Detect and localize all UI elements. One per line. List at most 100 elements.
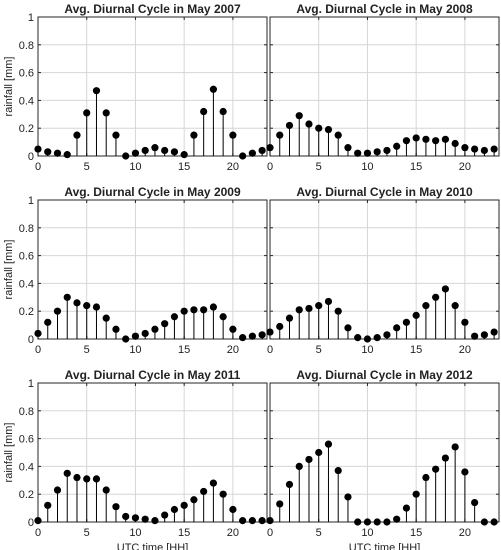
data-point bbox=[112, 503, 120, 511]
data-point bbox=[112, 325, 120, 333]
data-point bbox=[480, 518, 488, 526]
data-point bbox=[180, 501, 188, 509]
data-point bbox=[92, 475, 101, 483]
panel-title: Avg. Diurnal Cycle in May 2008 bbox=[296, 2, 473, 16]
data-point bbox=[354, 334, 362, 342]
data-point bbox=[266, 144, 274, 152]
x-tick-label: 5 bbox=[84, 344, 90, 356]
panel-title: Avg. Diurnal Cycle in May 2010 bbox=[296, 185, 473, 199]
data-point bbox=[92, 87, 101, 95]
data-point bbox=[354, 149, 362, 157]
panel-1: 0 5 10 15 20 0 0.2 0.4 0.6 0.8 1 Avg. Diurnal Cycle… bbox=[3, 2, 268, 173]
data-point bbox=[422, 302, 430, 310]
y-tick-label: 0.2 bbox=[19, 306, 34, 318]
x-tick-label: 10 bbox=[361, 161, 373, 173]
data-point bbox=[432, 137, 440, 145]
data-point bbox=[344, 324, 352, 332]
data-point bbox=[363, 518, 372, 526]
data-point bbox=[44, 318, 52, 326]
data-point bbox=[92, 303, 101, 311]
data-point bbox=[266, 517, 274, 525]
data-point bbox=[363, 335, 372, 343]
data-point bbox=[131, 332, 140, 340]
data-point bbox=[324, 125, 333, 134]
x-axis-label: UTC time [HH] bbox=[349, 542, 421, 550]
y-tick-label: 0.2 bbox=[19, 123, 34, 135]
y-tick-label: 0.8 bbox=[19, 223, 34, 235]
data-point bbox=[471, 498, 479, 507]
data-point bbox=[170, 505, 179, 514]
data-point bbox=[248, 517, 256, 525]
data-point bbox=[276, 500, 284, 508]
panel-3: 0 5 10 15 20 0 0.2 0.4 0.6 0.8 1 Avg. Diurnal Cycle… bbox=[3, 185, 268, 356]
data-point bbox=[122, 335, 130, 343]
data-point bbox=[258, 517, 266, 525]
data-point bbox=[209, 85, 218, 93]
data-point bbox=[248, 332, 256, 340]
data-point bbox=[393, 142, 401, 150]
data-point bbox=[190, 131, 198, 139]
x-tick-label: 20 bbox=[227, 527, 239, 539]
data-point bbox=[480, 331, 488, 339]
y-tick-label: 1 bbox=[28, 195, 34, 207]
panel-title: Avg. Diurnal Cycle in May 2007 bbox=[64, 2, 241, 16]
data-point bbox=[441, 454, 450, 462]
data-point bbox=[151, 144, 159, 152]
data-point bbox=[490, 328, 498, 336]
data-point bbox=[258, 331, 266, 339]
data-point bbox=[161, 146, 169, 155]
panel-4: 0 5 10 15 20 Avg. Diurnal Cycle in May 2010 bbox=[266, 185, 500, 356]
data-point bbox=[180, 307, 188, 315]
data-point bbox=[402, 504, 411, 512]
y-axis-label: rainfall [mm] bbox=[3, 423, 15, 483]
data-point bbox=[315, 448, 323, 457]
data-point bbox=[295, 462, 303, 470]
x-tick-label: 5 bbox=[84, 527, 90, 539]
data-point bbox=[248, 149, 256, 157]
data-point bbox=[480, 146, 488, 155]
data-point bbox=[200, 107, 208, 116]
data-point bbox=[295, 112, 303, 120]
data-point bbox=[324, 297, 333, 306]
data-point bbox=[102, 314, 110, 322]
data-point bbox=[422, 473, 430, 482]
data-point bbox=[53, 307, 62, 315]
panel-5: 0 5 10 15 20 0 0.2 0.4 0.6 0.8 1 Avg. Diurnal Cycle… bbox=[3, 368, 268, 550]
y-tick-label: 0.4 bbox=[19, 95, 34, 107]
y-tick-label: 0.4 bbox=[19, 278, 34, 290]
x-tick-label: 5 bbox=[84, 161, 90, 173]
data-point bbox=[239, 517, 247, 525]
x-tick-label: 20 bbox=[459, 161, 471, 173]
data-point bbox=[344, 493, 352, 501]
data-point bbox=[393, 515, 401, 523]
data-point bbox=[354, 518, 362, 526]
data-point bbox=[373, 148, 381, 156]
data-point bbox=[402, 318, 411, 326]
x-tick-label: 10 bbox=[129, 344, 141, 356]
data-point bbox=[122, 152, 130, 160]
data-point bbox=[44, 148, 52, 156]
x-tick-label: 0 bbox=[35, 161, 41, 173]
data-point bbox=[441, 135, 450, 143]
data-point bbox=[180, 151, 188, 159]
panel-title: Avg. Diurnal Cycle in May 2012 bbox=[296, 368, 473, 382]
y-axis-label: rainfall [mm] bbox=[3, 57, 15, 117]
data-point bbox=[285, 480, 294, 489]
y-tick-label: 0.2 bbox=[19, 489, 34, 501]
x-tick-label: 10 bbox=[129, 527, 141, 539]
data-point bbox=[334, 307, 342, 315]
x-tick-label: 0 bbox=[267, 527, 273, 539]
x-tick-label: 15 bbox=[410, 161, 422, 173]
data-point bbox=[229, 131, 237, 139]
data-point bbox=[422, 135, 430, 143]
data-point bbox=[170, 313, 179, 321]
x-tick-label: 0 bbox=[267, 161, 273, 173]
x-tick-label: 20 bbox=[227, 161, 239, 173]
y-tick-label: 0.8 bbox=[19, 40, 34, 52]
data-point bbox=[383, 146, 391, 155]
data-point bbox=[63, 469, 71, 477]
data-point bbox=[305, 304, 313, 313]
data-point bbox=[490, 145, 498, 153]
data-point bbox=[305, 455, 313, 464]
data-point bbox=[266, 328, 274, 336]
